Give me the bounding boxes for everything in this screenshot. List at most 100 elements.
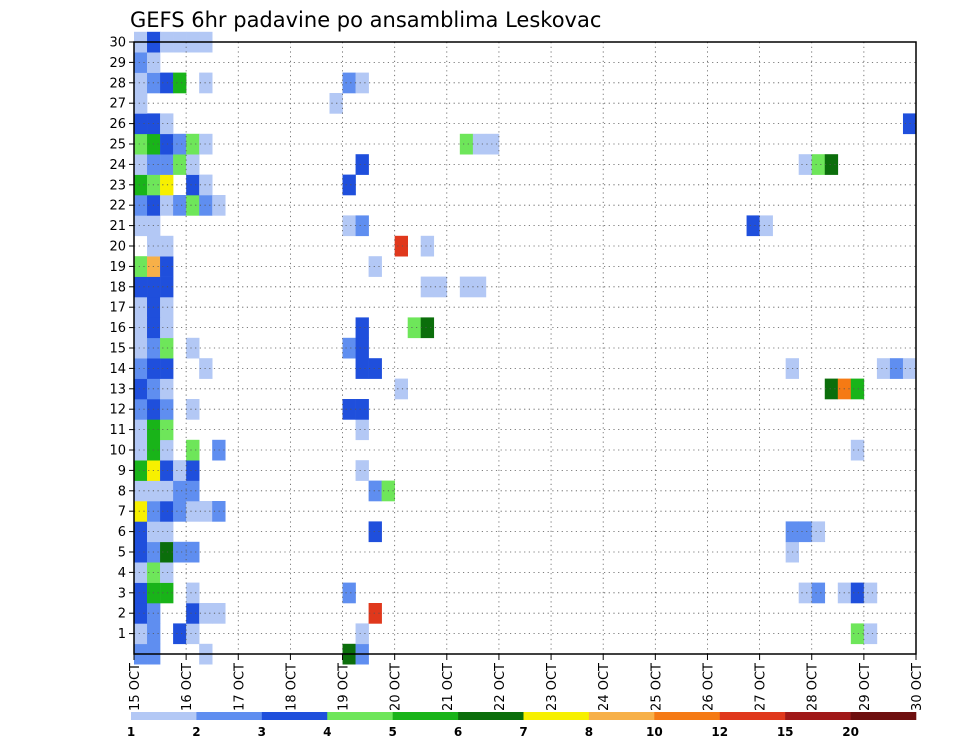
heatmap-cell (368, 256, 382, 277)
heatmap-cell (134, 93, 148, 114)
x-tick-label: 22 OCT (493, 663, 508, 711)
heatmap-cell (173, 195, 187, 216)
heatmap-cell (186, 399, 200, 420)
heatmap-cell (368, 358, 382, 379)
heatmap-cell (134, 582, 148, 604)
heatmap-cell (160, 256, 174, 277)
y-tick-label: 2 (118, 607, 126, 622)
colorbar-label: 2 (192, 725, 200, 739)
heatmap-cell (160, 378, 174, 400)
colorbar-label: 6 (454, 725, 462, 739)
heatmap-cell (850, 582, 865, 604)
y-tick-label: 30 (109, 36, 126, 51)
heatmap-cell (134, 603, 148, 624)
heatmap-cell (186, 460, 200, 481)
y-tick-label: 11 (109, 423, 126, 438)
x-tick-label: 25 OCT (649, 663, 664, 711)
colorbar-legend: 1 2 3 4 5 6 7 8 10 12 15 20 (127, 712, 917, 739)
heatmap-cell (485, 133, 500, 155)
heatmap-cell (459, 276, 474, 298)
colorbar-label: 3 (258, 725, 266, 739)
heatmap-cell (134, 337, 148, 359)
heatmap-cell (811, 154, 826, 175)
colorbar-segment (850, 712, 917, 720)
heatmap-cell (160, 235, 174, 257)
heatmap-cell (160, 174, 174, 196)
x-tick-label: 28 OCT (806, 663, 821, 711)
heatmap-cell (342, 399, 356, 420)
heatmap-cell (160, 113, 174, 135)
heatmap-cell (160, 337, 174, 359)
heatmap-cell (134, 399, 148, 420)
heatmap-cell (186, 154, 200, 175)
heatmap-cell (355, 358, 369, 379)
heatmap-cell (160, 562, 174, 583)
heatmap-cell (160, 439, 174, 461)
heatmap-cell (472, 133, 487, 155)
y-tick-label: 19 (109, 260, 126, 275)
heatmap-cell (160, 133, 174, 155)
heatmap-cell (173, 480, 187, 502)
heatmap-cell (824, 154, 839, 175)
heatmap-cell (199, 72, 213, 94)
colorbar-segment (654, 712, 721, 720)
heatmap-cell (850, 623, 865, 645)
grid-lines (134, 42, 916, 654)
colorbar-segment (261, 712, 328, 720)
heatmap-cell (420, 317, 435, 339)
colorbar-label: 10 (646, 725, 663, 739)
y-tick-label: 25 (109, 138, 126, 153)
heatmap-cell (186, 603, 200, 624)
heatmap-cell (134, 256, 148, 277)
colorbar-label: 7 (519, 725, 527, 739)
heatmap-cell (160, 480, 174, 502)
y-tick-label: 21 (109, 219, 126, 234)
x-tick-label: 15 OCT (128, 663, 143, 711)
heatmap-cell (850, 439, 865, 461)
colorbar-label: 20 (842, 725, 859, 739)
heatmap-cell (173, 133, 187, 155)
colorbar-segment (327, 712, 393, 720)
heatmap-cell (355, 72, 369, 94)
heatmap-cell (160, 419, 174, 441)
heatmap-cell (160, 195, 174, 216)
heatmap-cell (798, 154, 813, 175)
heatmap-cell (798, 521, 813, 543)
heatmap-cell (134, 195, 148, 216)
heatmap-cell (199, 195, 213, 216)
y-tick-label: 26 (109, 117, 126, 132)
y-tick-label: 8 (118, 484, 126, 499)
heatmap-cell (186, 623, 200, 645)
colorbar-segment (458, 712, 524, 720)
heatmap-cell (134, 460, 148, 481)
heatmap-cell (811, 521, 826, 543)
x-tick-label: 20 OCT (389, 663, 404, 711)
heatmap-cell (134, 562, 148, 583)
x-tick-label: 23 OCT (545, 663, 560, 711)
heatmap-cell (134, 439, 148, 461)
heatmap-cell (186, 133, 200, 155)
y-tick-label: 5 (118, 546, 126, 561)
heatmap-cell (355, 419, 369, 441)
heatmap-cell (199, 603, 213, 624)
heatmap-cell (134, 72, 148, 94)
y-tick-label: 12 (109, 403, 126, 418)
heatmap-cell (186, 174, 200, 196)
heatmap-cell (134, 521, 148, 543)
heatmap-cell (173, 501, 187, 522)
heatmap-cell (199, 174, 213, 196)
heatmap-cell (824, 378, 839, 400)
heatmap-cell (342, 582, 356, 604)
y-tick-label: 13 (109, 382, 126, 397)
heatmap-cell (160, 399, 174, 420)
heatmap-cell (342, 72, 356, 94)
heatmap-cell (134, 358, 148, 379)
x-axis: 15 OCT 16 OCT 17 OCT 18 OCT 19 OCT 20 OCT 21 O… (128, 654, 925, 711)
heatmap-cell (160, 460, 174, 481)
heatmap-cell (134, 154, 148, 175)
heatmap-cell (342, 215, 356, 237)
heatmap-cell (863, 623, 878, 645)
heatmap-cell (368, 480, 382, 502)
y-tick-label: 14 (109, 362, 126, 377)
y-tick-label: 1 (118, 627, 126, 642)
